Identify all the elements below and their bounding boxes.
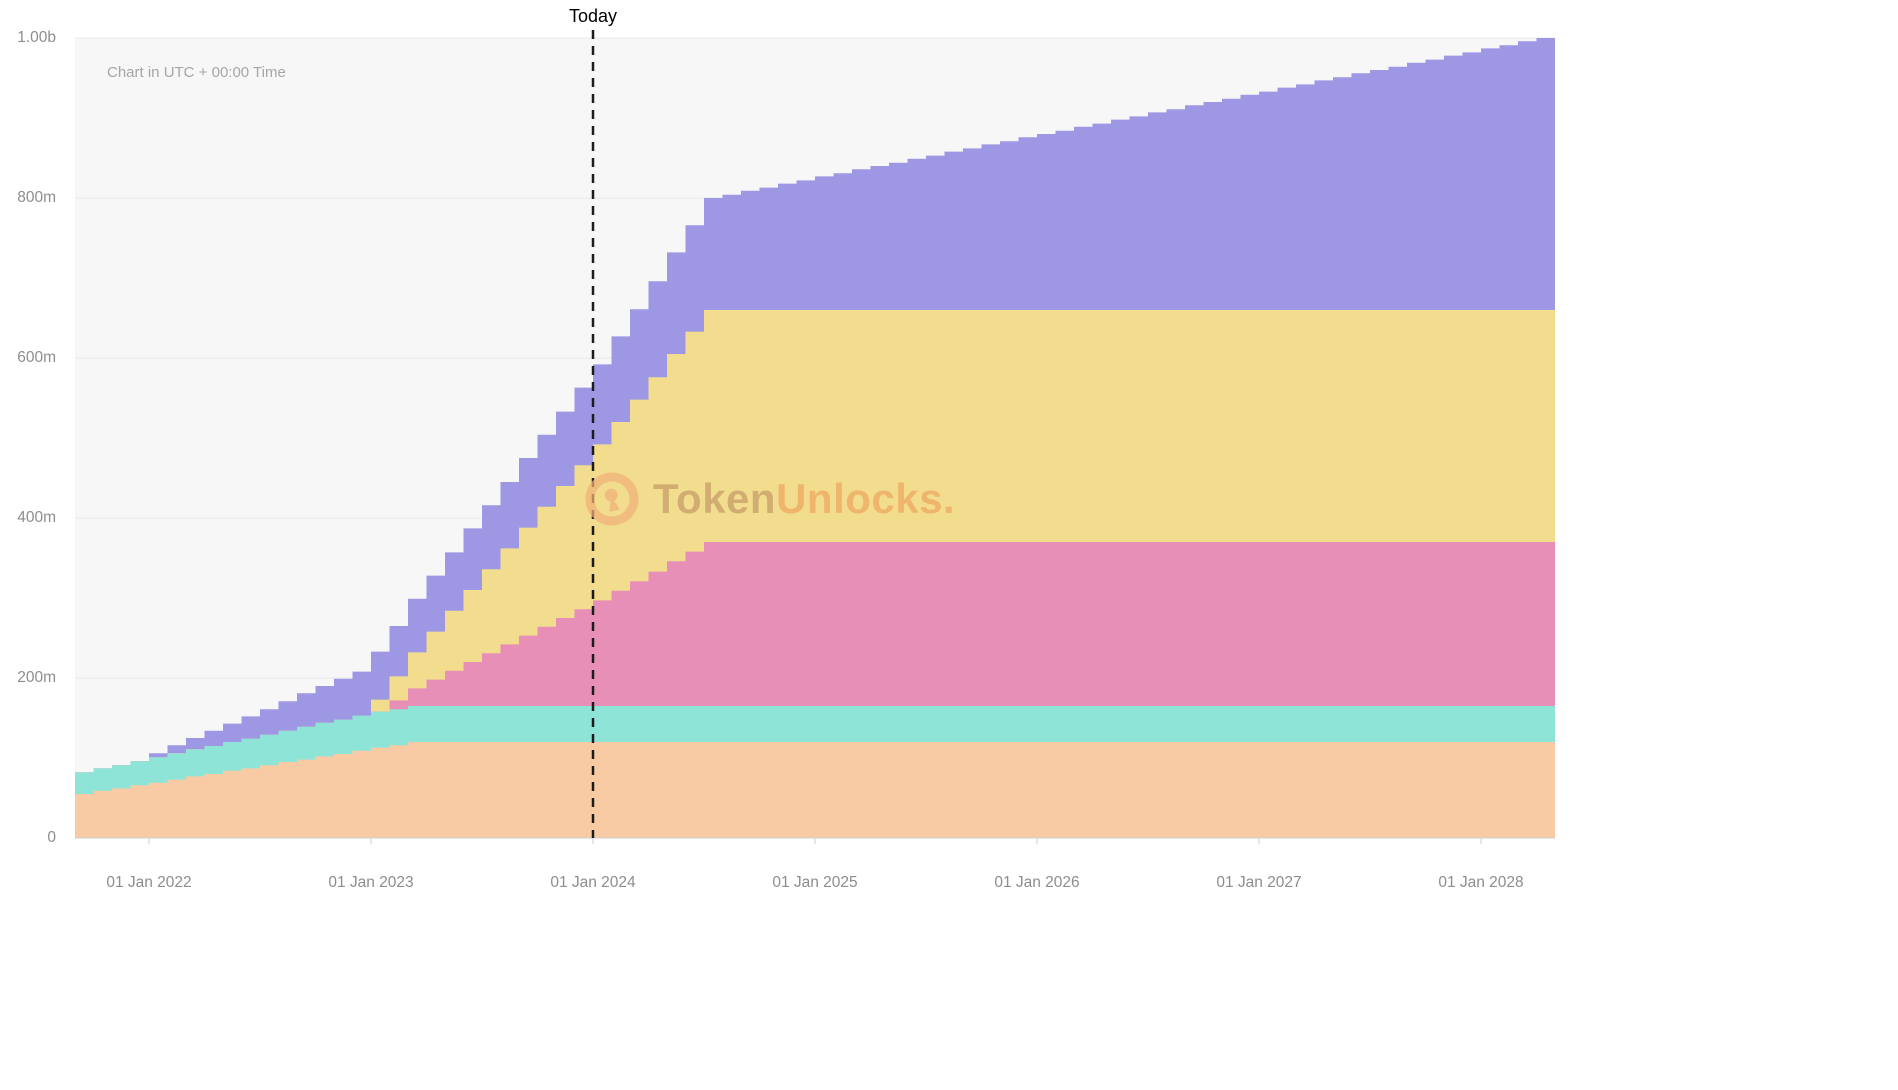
y-axis-label: 400m	[17, 509, 56, 526]
watermark-text: TokenUnlocks.	[653, 475, 955, 523]
y-axis-label: 1.00b	[17, 29, 56, 46]
area-peach-bottom-band	[75, 742, 1555, 838]
x-axis-label: 01 Jan 2026	[994, 874, 1080, 891]
x-axis-label: 01 Jan 2024	[550, 874, 636, 891]
timezone-note: Chart in UTC + 00:00 Time	[107, 64, 286, 81]
y-axis-label: 200m	[17, 669, 56, 686]
y-axis-label: 800m	[17, 189, 56, 206]
watermark-dot: .	[942, 475, 956, 522]
y-axis-label: 600m	[17, 349, 56, 366]
watermark-unlocks-text: Unlocks	[776, 475, 943, 522]
today-label: Today	[568, 6, 618, 26]
x-axis-label: 01 Jan 2027	[1216, 874, 1302, 891]
watermark: TokenUnlocks.	[583, 470, 955, 528]
x-axis-label: 01 Jan 2022	[106, 874, 192, 891]
lock-icon	[585, 472, 639, 526]
x-axis-label: 01 Jan 2023	[328, 874, 414, 891]
x-axis-label: 01 Jan 2025	[772, 874, 858, 891]
y-axis-label: 0	[47, 829, 56, 846]
watermark-token-text: Token	[653, 475, 777, 522]
x-axis-label: 01 Jan 2028	[1438, 874, 1524, 891]
